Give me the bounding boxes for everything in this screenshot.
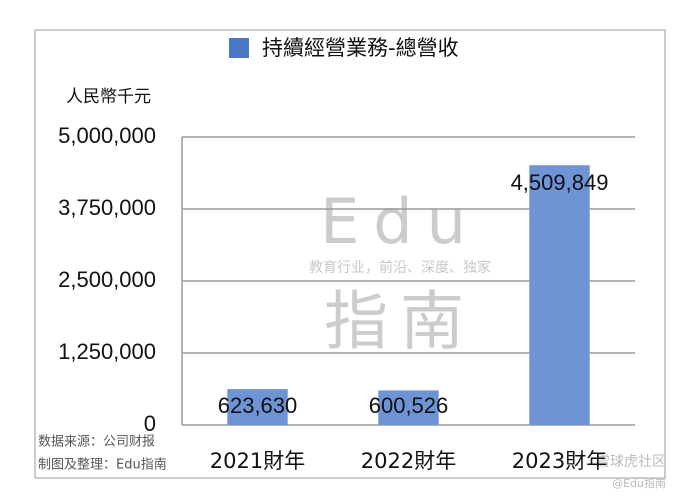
x-tick-label: 2022財年 (361, 449, 456, 473)
y-tick-label: 3,750,000 (58, 195, 156, 220)
y-tick-label: 5,000,000 (58, 123, 156, 148)
watermark: 教育行业，前沿、深度、独家 (309, 259, 491, 276)
data-label: 600,526 (369, 393, 449, 418)
y-tick-label: 2,500,000 (58, 267, 156, 292)
legend-label: 持續經營業務-總營收 (262, 36, 459, 60)
data-label: 4,509,849 (511, 170, 609, 195)
bar (227, 389, 288, 425)
watermark: @Edu指南 (612, 476, 666, 490)
bar (529, 165, 590, 425)
y-axis-label: 人民幣千元 (66, 87, 151, 107)
watermark: 指南 (324, 286, 476, 360)
chart-frame (34, 29, 666, 479)
source-note: 制图及整理：Edu指南 (38, 457, 167, 473)
watermark: 雪球虎社区 (596, 454, 666, 470)
x-tick-label: 2023財年 (512, 449, 607, 473)
source-note: 数据来源：公司财报 (38, 435, 155, 450)
data-label: 623,630 (218, 393, 298, 418)
bar (378, 390, 439, 425)
y-tick-label: 1,250,000 (58, 339, 156, 364)
x-tick-label: 2021財年 (210, 449, 305, 473)
y-tick-label: 0 (144, 411, 156, 436)
legend-swatch (229, 38, 249, 58)
watermark: Edu (320, 185, 480, 258)
